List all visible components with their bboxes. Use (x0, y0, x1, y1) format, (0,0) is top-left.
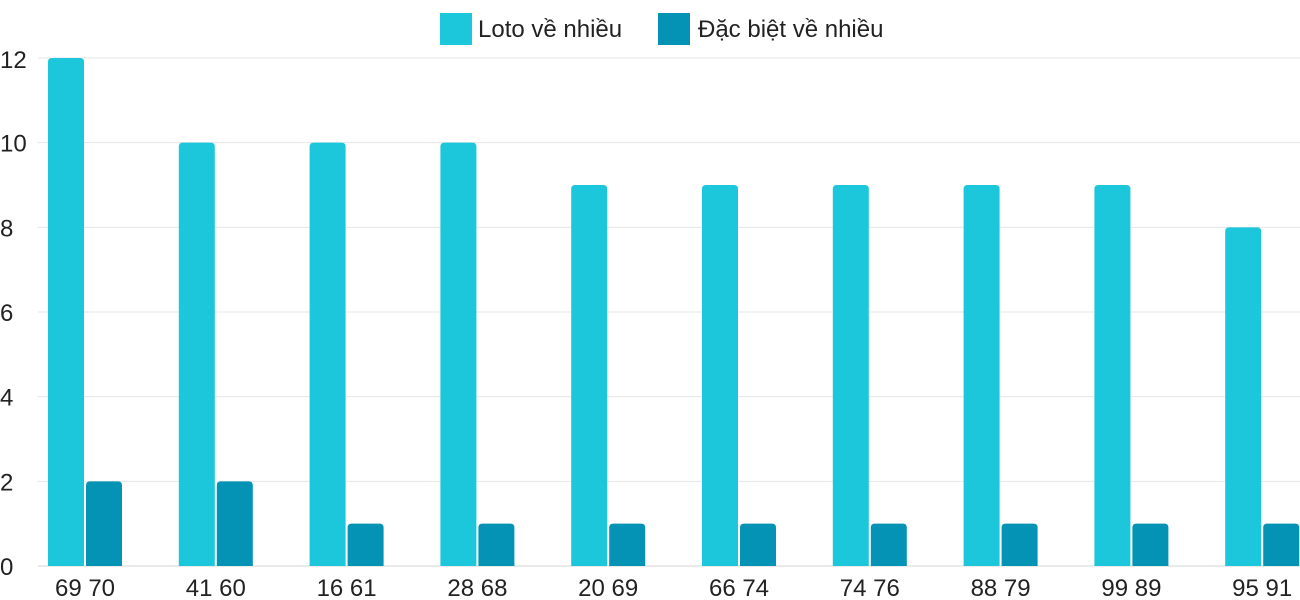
x-tick-label: 69 70 (55, 575, 115, 600)
bar-dac-biet-1 (216, 481, 253, 566)
legend-swatch-dac-biet (658, 13, 690, 45)
x-tick-label: 41 60 (186, 575, 246, 600)
legend-swatch-loto (440, 13, 472, 45)
bars (48, 58, 1300, 567)
bar-loto-8 (1094, 185, 1131, 566)
x-tick-label: 66 74 (709, 575, 769, 600)
bar-dac-biet-4 (609, 523, 646, 566)
bar-loto-9 (1225, 227, 1262, 567)
y-tick-label: 6 (0, 300, 13, 327)
legend-label-dac-biet: Đặc biệt về nhiều (698, 16, 883, 43)
bar-loto-5 (702, 185, 738, 566)
x-tick-label: 74 76 (840, 575, 900, 600)
x-tick-label: 99 89 (1101, 575, 1161, 600)
x-tick-label: 20 69 (578, 575, 638, 600)
bar-loto-6 (832, 185, 869, 566)
bar-dac-biet-8 (1132, 523, 1169, 566)
bar-loto-4 (571, 185, 608, 566)
x-axis-ticks: 69 70 41 60 16 61 28 68 20 69 66 74 74 76 88 79… (55, 575, 1292, 600)
x-tick-label: 95 91 (1232, 575, 1292, 600)
bar-dac-biet-3 (478, 523, 515, 566)
y-axis-ticks: 0 2 4 6 8 10 12 (0, 47, 27, 581)
y-tick-label: 0 (0, 554, 13, 581)
bar-loto-0 (48, 58, 84, 566)
y-tick-label: 2 (0, 469, 13, 496)
y-tick-label: 12 (0, 47, 27, 74)
legend: Loto về nhiều Đặc biệt về nhiều (440, 13, 883, 45)
bar-loto-2 (309, 142, 346, 566)
x-tick-label: 88 79 (971, 575, 1031, 600)
bar-dac-biet-7 (1001, 523, 1038, 566)
y-tick-label: 10 (0, 131, 27, 158)
bar-dac-biet-9 (1263, 523, 1300, 566)
legend-label-loto: Loto về nhiều (478, 16, 622, 43)
bar-loto-1 (178, 142, 215, 566)
bar-dac-biet-6 (870, 523, 907, 566)
y-tick-label: 4 (0, 385, 13, 412)
y-tick-label: 8 (0, 215, 13, 242)
bar-loto-3 (440, 142, 477, 566)
bar-dac-biet-5 (740, 523, 776, 566)
bar-dac-biet-2 (347, 523, 384, 566)
x-tick-label: 16 61 (317, 575, 377, 600)
x-tick-label: 28 68 (447, 575, 507, 600)
bar-loto-7 (963, 185, 1000, 566)
bar-dac-biet-0 (86, 481, 122, 566)
